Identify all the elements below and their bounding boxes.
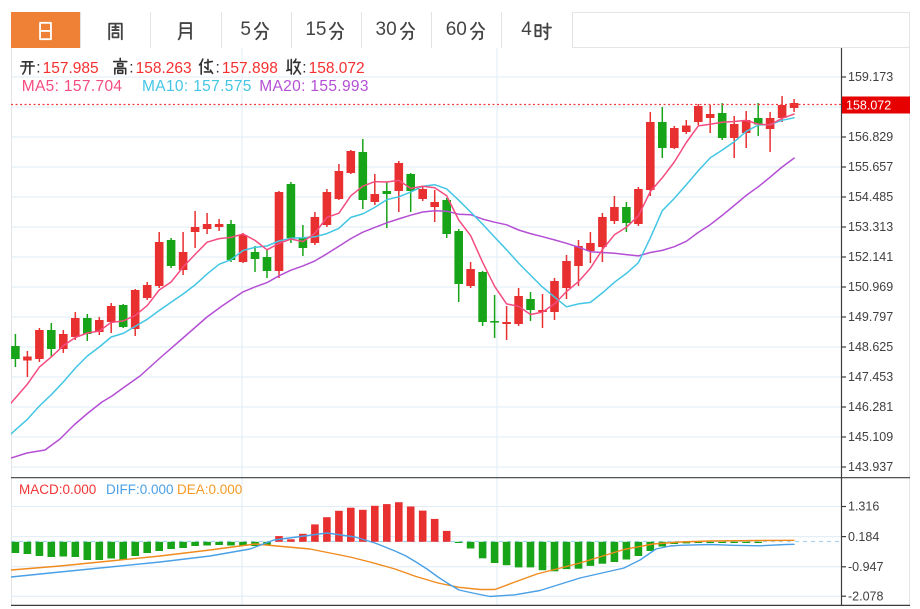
svg-text:159.173: 159.173 — [848, 70, 893, 84]
svg-text:MACD:0.000: MACD:0.000 — [19, 482, 96, 497]
svg-text:147.453: 147.453 — [848, 370, 893, 384]
svg-text:146.281: 146.281 — [848, 400, 893, 414]
svg-text:DEA:0.000: DEA:0.000 — [177, 482, 242, 497]
svg-text:154.485: 154.485 — [848, 190, 893, 204]
svg-text:DIFF:0.000: DIFF:0.000 — [106, 482, 174, 497]
svg-text:1.316: 1.316 — [848, 500, 879, 514]
svg-text:156.829: 156.829 — [848, 130, 893, 144]
svg-text:-2.078: -2.078 — [848, 589, 883, 603]
svg-text:152.141: 152.141 — [848, 250, 893, 264]
svg-text:155.657: 155.657 — [848, 160, 893, 174]
svg-text:148.625: 148.625 — [848, 340, 893, 354]
svg-text:-0.947: -0.947 — [848, 560, 883, 574]
svg-text:158.072: 158.072 — [846, 99, 891, 113]
svg-text:0.184: 0.184 — [848, 530, 879, 544]
svg-text:145.109: 145.109 — [848, 430, 893, 444]
svg-text:150.969: 150.969 — [848, 280, 893, 294]
svg-text:143.937: 143.937 — [848, 460, 893, 474]
svg-text:149.797: 149.797 — [848, 310, 893, 324]
svg-text:153.313: 153.313 — [848, 220, 893, 234]
